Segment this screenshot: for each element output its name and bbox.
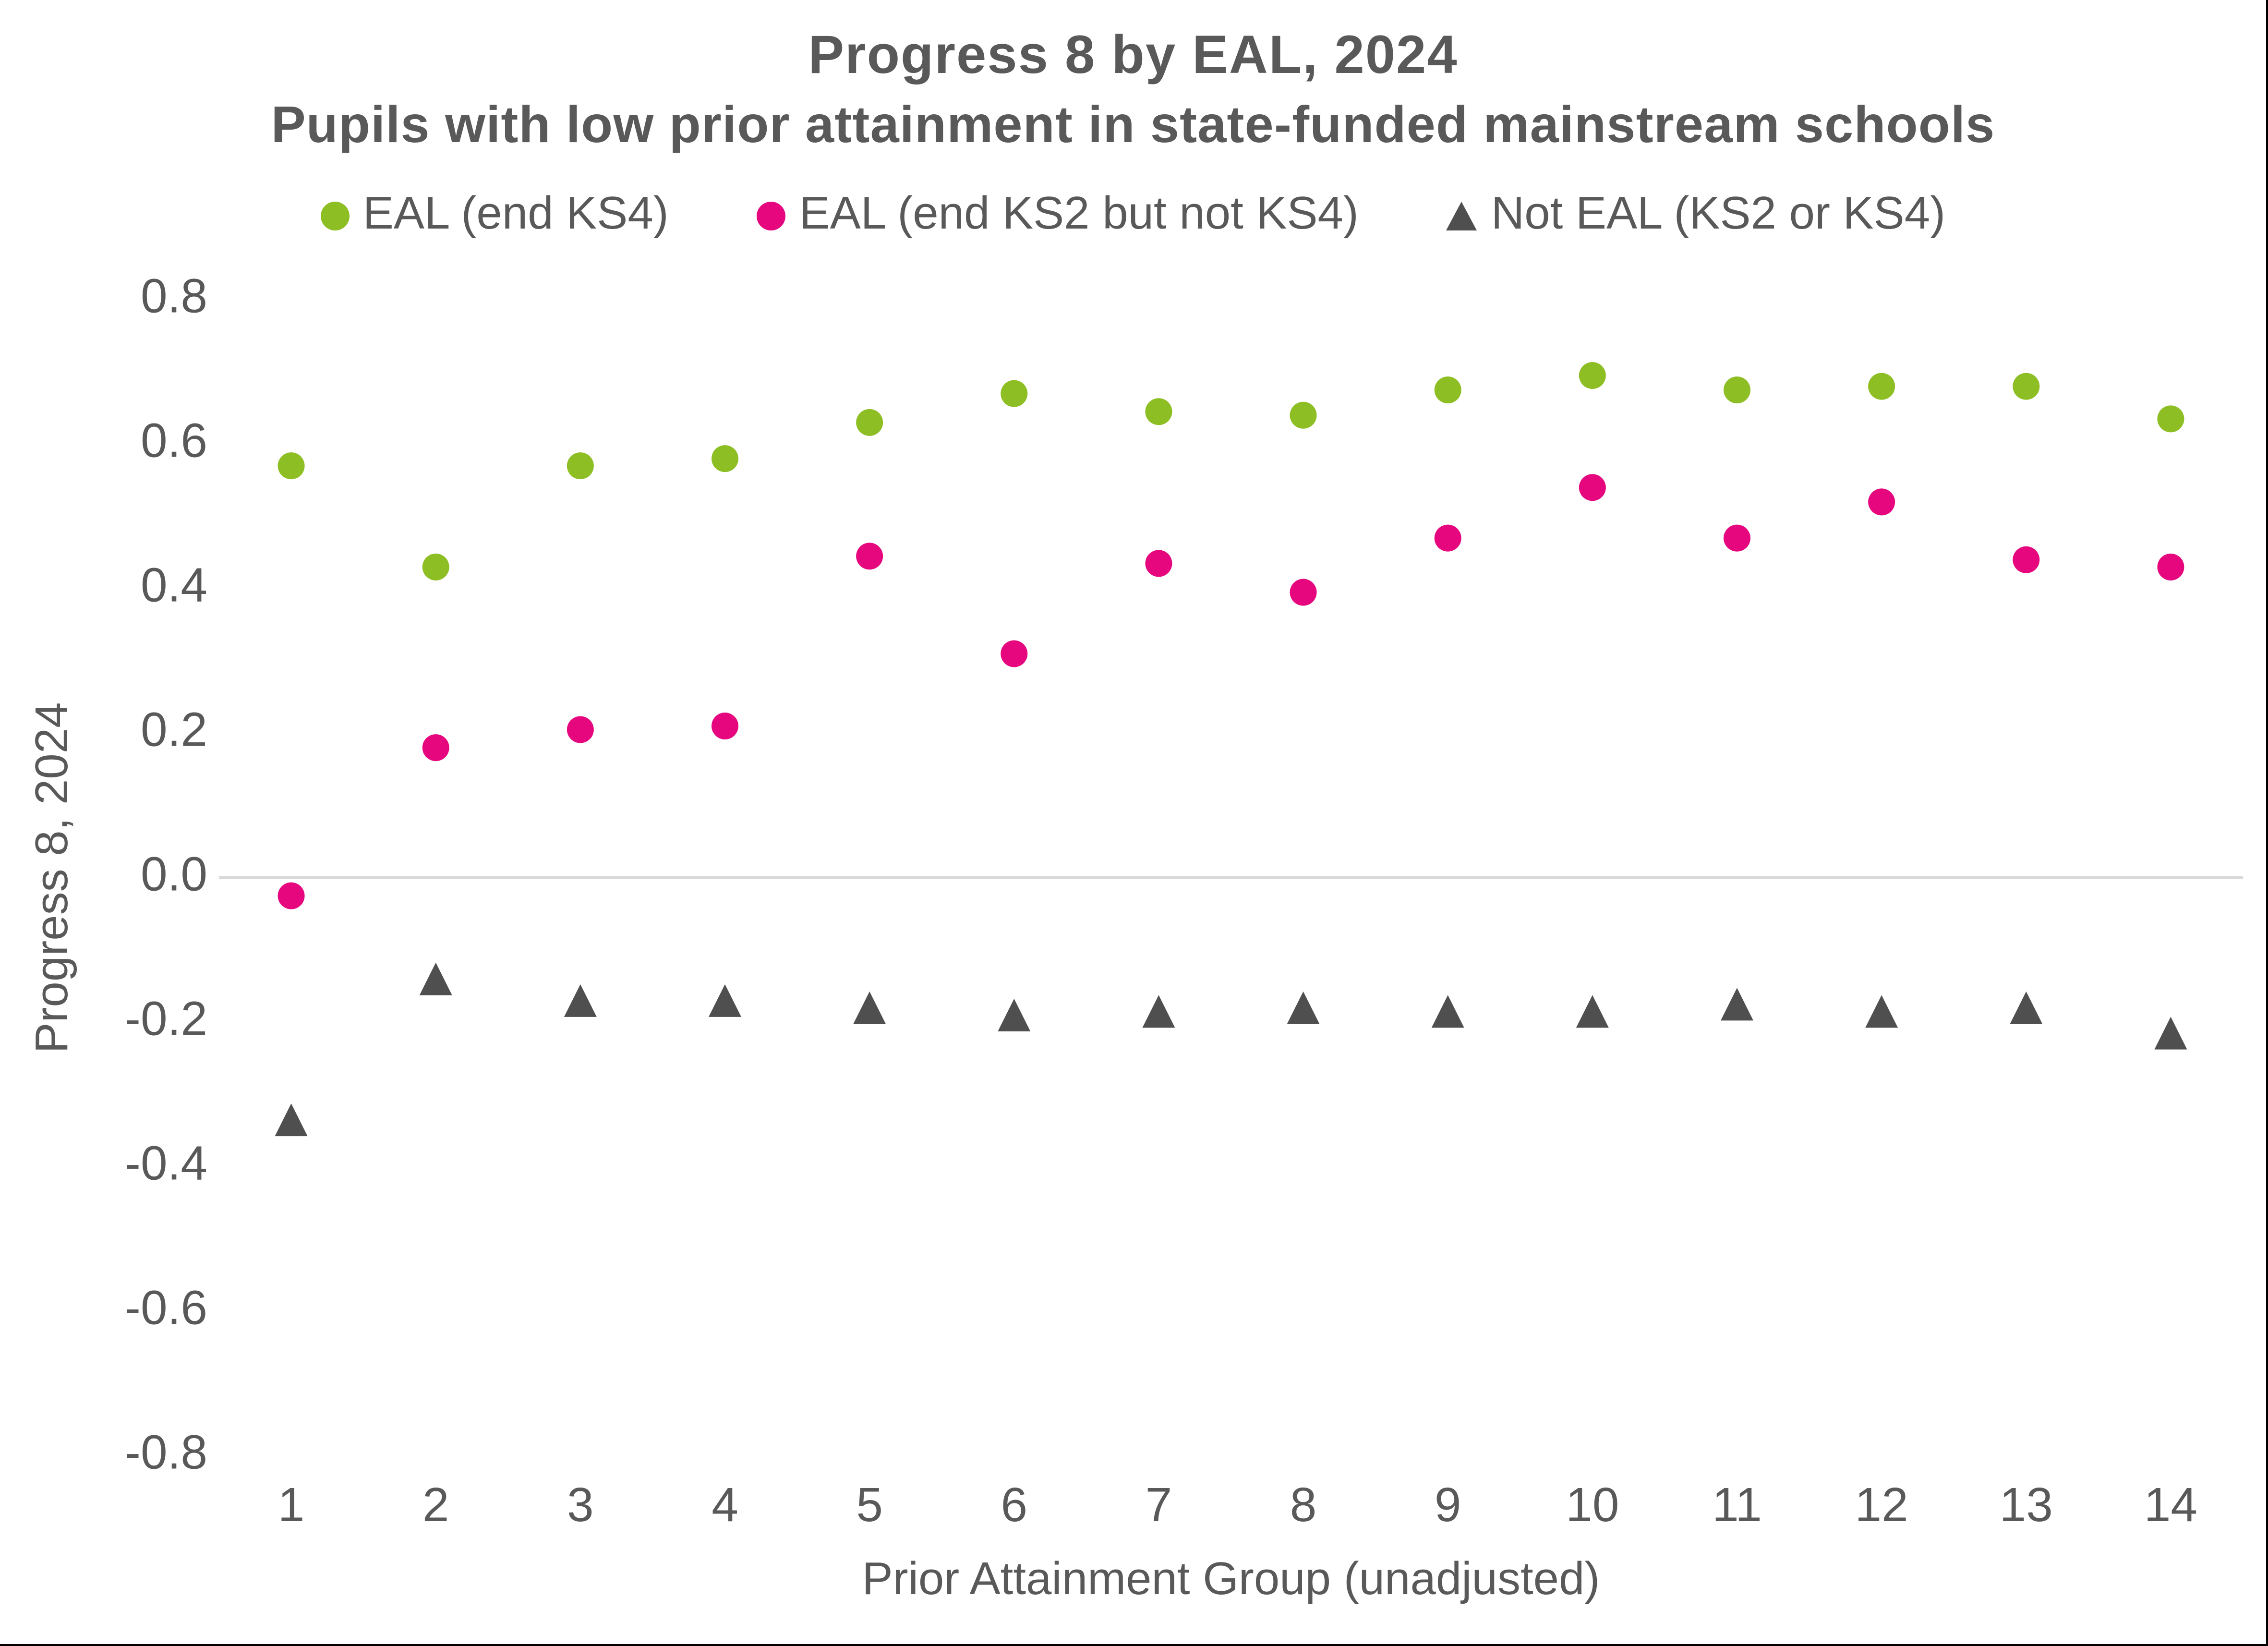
data-point-series1-pag5: [856, 543, 883, 570]
legend-item-eal-end-ks2-not-ks4: EAL (end KS2 but not KS4): [757, 188, 1359, 242]
x-tick-label: 8: [1290, 1478, 1317, 1532]
data-point-series0-pag6: [1001, 380, 1028, 407]
data-point-series0-pag1: [277, 452, 305, 480]
x-tick-label: 14: [2144, 1478, 2197, 1532]
legend-label: EAL (end KS4): [362, 188, 669, 240]
y-tick-label: 0.6: [141, 413, 207, 467]
data-point-series1-pag7: [1145, 550, 1172, 577]
data-point-series2-pag8: [1287, 991, 1320, 1024]
green-circle-marker-icon: [320, 201, 350, 230]
x-tick-label: 1: [278, 1478, 305, 1532]
data-point-series0-pag8: [1290, 401, 1317, 429]
legend-label: EAL (end KS2 but not KS4): [799, 188, 1359, 240]
legend-label: Not EAL (KS2 or KS4): [1491, 188, 1946, 240]
data-point-series1-pag9: [1434, 524, 1461, 552]
data-point-series2-pag6: [998, 998, 1031, 1031]
x-tick-label: 6: [1001, 1478, 1027, 1532]
data-point-series0-pag5: [856, 409, 883, 436]
data-point-series0-pag11: [1724, 376, 1750, 404]
y-tick-label: 0.2: [141, 702, 207, 756]
data-point-series2-pag1: [275, 1103, 308, 1137]
legend-item-not-eal: Not EAL (KS2 or KS4): [1447, 188, 1945, 242]
data-point-series1-pag6: [1001, 640, 1028, 667]
data-point-series1-pag3: [567, 716, 594, 743]
data-point-series0-pag13: [2013, 373, 2040, 400]
data-point-series0-pag14: [2157, 405, 2184, 433]
data-point-series0-pag4: [712, 445, 738, 472]
x-tick-label: 5: [856, 1478, 883, 1532]
data-point-series0-pag2: [422, 553, 449, 581]
data-point-series2-pag10: [1576, 995, 1609, 1028]
y-tick-label: -0.4: [125, 1136, 207, 1190]
y-tick-label: -0.6: [125, 1281, 207, 1334]
data-point-series2-pag14: [2154, 1017, 2187, 1050]
legend: EAL (end KS4) EAL (end KS2 but not KS4) …: [0, 188, 2266, 242]
triangle-marker-icon: [1447, 201, 1478, 230]
data-point-series2-pag4: [709, 984, 741, 1017]
data-point-series0-pag10: [1579, 362, 1606, 389]
data-point-series2-pag12: [1865, 995, 1898, 1028]
data-point-series0-pag12: [1868, 373, 1895, 400]
data-point-series1-pag4: [712, 712, 738, 739]
pink-circle-marker-icon: [757, 201, 786, 230]
x-tick-label: 13: [2000, 1478, 2053, 1532]
x-tick-label: 9: [1435, 1478, 1461, 1532]
data-point-series2-pag11: [1721, 988, 1753, 1021]
x-tick-label: 7: [1146, 1478, 1172, 1532]
chart-title: Progress 8 by EAL, 2024: [808, 25, 1458, 85]
chart-subtitle: Pupils with low prior attainment in stat…: [271, 96, 1995, 154]
x-tick-label: 2: [422, 1478, 449, 1532]
data-point-series1-pag1: [277, 882, 305, 909]
x-tick-label: 3: [567, 1478, 594, 1532]
data-point-series0-pag9: [1434, 376, 1461, 404]
data-point-series2-pag7: [1142, 995, 1175, 1028]
x-tick-label: 11: [1712, 1478, 1762, 1532]
x-tick-label: 12: [1855, 1478, 1908, 1532]
data-point-series2-pag5: [853, 991, 886, 1024]
x-axis-title: Prior Attainment Group (unadjusted): [862, 1554, 1600, 1606]
data-point-series0-pag7: [1145, 398, 1172, 425]
data-point-series1-pag10: [1579, 474, 1606, 501]
x-tick-label: 10: [1566, 1478, 1619, 1532]
legend-item-eal-end-ks4: EAL (end KS4): [320, 188, 669, 242]
data-point-series2-pag9: [1431, 995, 1464, 1028]
data-point-series1-pag12: [1868, 488, 1895, 516]
data-point-series1-pag8: [1290, 579, 1317, 606]
y-tick-label: -0.2: [125, 992, 207, 1045]
data-point-series0-pag3: [567, 452, 594, 480]
data-point-series1-pag11: [1724, 524, 1750, 552]
data-point-series1-pag13: [2013, 546, 2040, 573]
data-point-series2-pag13: [2010, 991, 2043, 1024]
y-tick-label: 0.8: [141, 269, 207, 323]
y-tick-label: -0.8: [125, 1425, 207, 1479]
x-tick-label: 4: [712, 1478, 738, 1532]
y-tick-label: 0.0: [141, 847, 207, 901]
y-tick-label: 0.4: [141, 558, 207, 612]
data-point-series2-pag3: [564, 984, 597, 1017]
data-point-series2-pag2: [419, 962, 452, 995]
data-point-series1-pag2: [422, 734, 449, 762]
data-point-series1-pag14: [2157, 553, 2184, 581]
